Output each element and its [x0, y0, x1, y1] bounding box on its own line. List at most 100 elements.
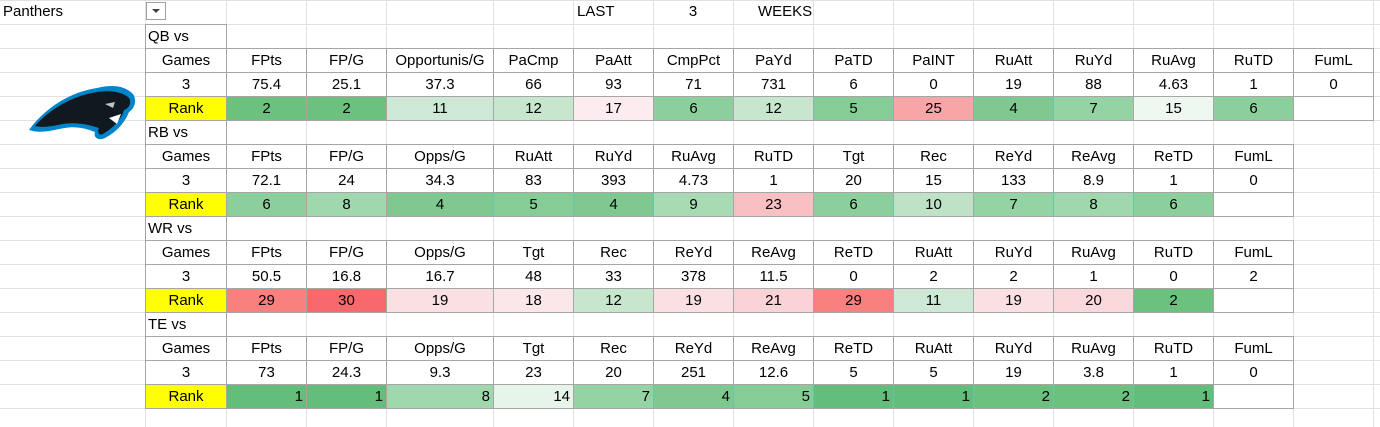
stat-value: 34.3	[386, 168, 494, 193]
rank-value: 1	[1133, 384, 1214, 409]
stat-value: 1	[1213, 72, 1294, 97]
column-header: FumL	[1213, 144, 1294, 169]
column-header: ReTD	[813, 336, 894, 361]
column-header: RuAtt	[893, 240, 974, 265]
section-title: WR vs	[145, 216, 227, 241]
rank-value: 6	[1133, 192, 1214, 217]
column-header: RuTD	[733, 144, 814, 169]
stat-value: 4.73	[653, 168, 734, 193]
rank-value: 6	[813, 192, 894, 217]
weeks-label: WEEKS	[758, 3, 813, 20]
stat-value: 48	[493, 264, 574, 289]
column-header: ReTD	[813, 240, 894, 265]
dropdown-button[interactable]	[146, 2, 166, 20]
column-header: PaTD	[813, 48, 894, 73]
column-header: FumL	[1213, 240, 1294, 265]
rank-value: 29	[226, 288, 307, 313]
weeks-count: 3	[688, 3, 698, 20]
rank-empty	[1213, 192, 1294, 217]
column-header: PaINT	[893, 48, 974, 73]
column-header: PaCmp	[493, 48, 574, 73]
stat-value: 0	[1213, 360, 1294, 385]
stat-value: 16.7	[386, 264, 494, 289]
rank-empty	[1213, 384, 1294, 409]
column-header: FPts	[226, 336, 307, 361]
stat-value: 393	[573, 168, 654, 193]
rank-value: 25	[893, 96, 974, 121]
column-header: RuTD	[1213, 48, 1294, 73]
rank-value: 2	[1053, 384, 1134, 409]
column-header: RuAvg	[653, 144, 734, 169]
rank-empty	[1213, 288, 1294, 313]
column-header: FPts	[226, 48, 307, 73]
column-header: Rec	[573, 240, 654, 265]
stat-value: 9.3	[386, 360, 494, 385]
rank-value: 19	[386, 288, 494, 313]
rank-value: 1	[226, 384, 307, 409]
column-header: Tgt	[813, 144, 894, 169]
stat-value: 12.6	[733, 360, 814, 385]
column-header: Rec	[893, 144, 974, 169]
stat-value: 2	[973, 264, 1054, 289]
stat-value: 1	[1133, 168, 1214, 193]
stat-value: 20	[573, 360, 654, 385]
rank-value: 18	[493, 288, 574, 313]
column-header: RuTD	[1133, 240, 1214, 265]
column-header: RuYd	[1053, 48, 1134, 73]
stat-value: 24.3	[306, 360, 387, 385]
stat-value: 0	[813, 264, 894, 289]
column-header: Games	[145, 48, 227, 73]
stat-value: 251	[653, 360, 734, 385]
rank-value: 6	[653, 96, 734, 121]
team-logo	[29, 86, 136, 140]
column-header: Opps/G	[386, 336, 494, 361]
rank-value: 4	[653, 384, 734, 409]
rank-value: 7	[973, 192, 1054, 217]
column-header: Tgt	[493, 336, 574, 361]
stat-value: 3	[145, 72, 227, 97]
stat-value: 83	[493, 168, 574, 193]
rank-value: 7	[1053, 96, 1134, 121]
rank-value: 12	[733, 96, 814, 121]
rank-value: 17	[573, 96, 654, 121]
column-header: FumL	[1213, 336, 1294, 361]
stat-value: 20	[813, 168, 894, 193]
column-header: CmpPct	[653, 48, 734, 73]
rank-value: 15	[1133, 96, 1214, 121]
stat-value: 93	[573, 72, 654, 97]
last-label: LAST	[577, 3, 615, 20]
rank-value: 21	[733, 288, 814, 313]
column-header: PaAtt	[573, 48, 654, 73]
stat-value: 19	[973, 360, 1054, 385]
stat-value: 15	[893, 168, 974, 193]
stat-value: 23	[493, 360, 574, 385]
rank-value: 2	[1133, 288, 1214, 313]
rank-value: 11	[893, 288, 974, 313]
rank-label: Rank	[145, 192, 227, 217]
section-title: RB vs	[145, 120, 227, 145]
dropdown-arrow	[152, 9, 160, 13]
rank-value: 11	[386, 96, 494, 121]
team-name: Panthers	[3, 3, 64, 20]
rank-value: 19	[973, 288, 1054, 313]
stat-value: 75.4	[226, 72, 307, 97]
rank-value: 23	[733, 192, 814, 217]
column-header: Rec	[573, 336, 654, 361]
stat-value: 6	[813, 72, 894, 97]
rank-value: 5	[813, 96, 894, 121]
rank-value: 2	[973, 384, 1054, 409]
stat-value: 33	[573, 264, 654, 289]
column-header: FumL	[1293, 48, 1374, 73]
stat-value: 11.5	[733, 264, 814, 289]
rank-value: 1	[813, 384, 894, 409]
column-header: FP/G	[306, 144, 387, 169]
column-header: RuYd	[973, 336, 1054, 361]
stat-value: 731	[733, 72, 814, 97]
stat-value: 16.8	[306, 264, 387, 289]
column-header: ReAvg	[1053, 144, 1134, 169]
column-header: RuAtt	[493, 144, 574, 169]
rank-value: 2	[306, 96, 387, 121]
stat-value: 71	[653, 72, 734, 97]
grid-line	[1373, 0, 1374, 427]
column-header: FP/G	[306, 48, 387, 73]
